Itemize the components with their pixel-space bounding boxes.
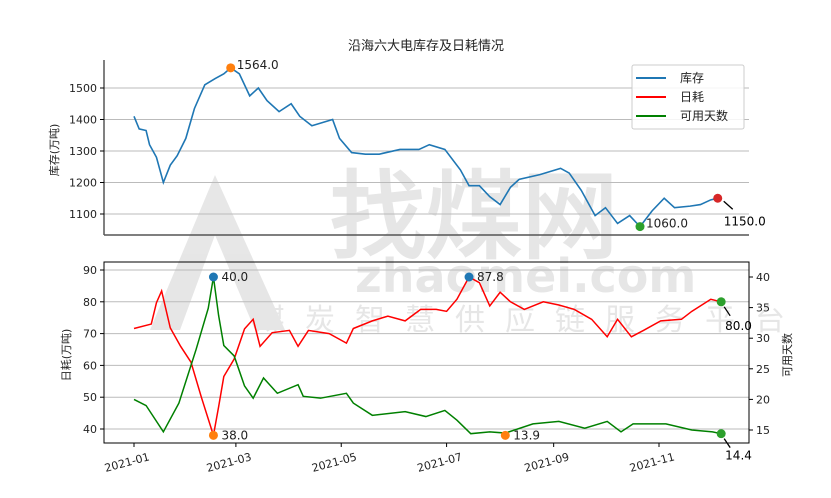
annotation-label: 13.9	[513, 428, 540, 442]
annotation-label: 38.0	[221, 428, 248, 442]
y2-tick-label: 40	[756, 271, 770, 284]
legend-label: 库存	[680, 70, 704, 85]
annotation-marker	[500, 430, 510, 440]
y-axis-label: 库存(万吨)	[47, 124, 61, 177]
annotation-marker	[226, 63, 236, 73]
annotation-marker	[713, 193, 723, 203]
x-tick-label: 2021-01	[103, 450, 151, 474]
y-tick-label: 1100	[69, 208, 97, 221]
annotation-label: 1564.0	[237, 58, 279, 72]
chart-title: 沿海六大电库存及日耗情况	[348, 38, 504, 54]
watermark-logo-text: 找煤网	[330, 161, 618, 273]
annotation-label: 14.4	[725, 449, 752, 463]
y-tick-label: 1300	[69, 145, 97, 158]
annotation-marker	[635, 222, 645, 232]
legend-label: 可用天数	[680, 108, 728, 123]
x-tick-label: 2021-07	[416, 450, 464, 474]
y2-tick-label: 35	[756, 302, 770, 315]
annotation-arrow	[723, 200, 734, 210]
y-tick-label: 60	[83, 359, 97, 372]
annotation-label: 40.0	[221, 270, 248, 284]
y2-tick-label: 20	[756, 393, 770, 406]
annotation-label: 87.8	[477, 270, 504, 284]
x-tick-label: 2021-09	[523, 450, 571, 474]
annotation-arrow	[723, 306, 731, 317]
y2-tick-label: 30	[756, 332, 770, 345]
y-tick-label: 1500	[69, 82, 97, 95]
y-tick-label: 1400	[69, 114, 97, 127]
annotation-label: 1060.0	[646, 217, 688, 231]
y2-tick-label: 15	[756, 424, 770, 437]
series-line-consumption	[133, 275, 722, 436]
y-tick-label: 50	[83, 391, 97, 404]
legend-label: 日耗	[680, 90, 704, 104]
watermark-logo-mark	[150, 175, 285, 330]
annotation-marker	[716, 429, 726, 439]
y-axis-label: 日耗(万吨)	[60, 329, 73, 382]
annotation-marker	[716, 297, 726, 307]
series-line-inventory	[133, 66, 718, 228]
inventory-axes: 1100 1200 1300 1400 1500 库存(万吨) 1564.0 1060.0 11…	[47, 58, 766, 236]
x-tick-label: 2021-05	[310, 450, 358, 474]
legend-box	[631, 64, 745, 130]
x-tick-label: 2021-03	[205, 450, 253, 474]
y2-axis-label: 可用天数	[781, 333, 794, 377]
annotation-marker	[208, 430, 218, 440]
y-tick-label: 1200	[69, 177, 97, 190]
y-tick-label: 70	[83, 328, 97, 341]
watermark-slogan: 煤炭智慧供应链服务平台	[255, 303, 805, 338]
watermark: 找煤网 zhaomei.com 煤炭智慧供应链服务平台	[150, 161, 805, 338]
y-tick-label: 80	[83, 296, 97, 309]
watermark-site: zhaomei.com	[355, 249, 696, 303]
axes-frame	[103, 261, 750, 444]
x-tick-label: 2021-11	[628, 450, 676, 474]
annotation-arrow	[723, 438, 731, 449]
annotation-marker	[208, 272, 218, 282]
annotation-marker	[464, 272, 474, 282]
y2-tick-label: 25	[756, 363, 770, 376]
annotation-label: 1150.0	[724, 214, 766, 228]
annotation-label: 80.0	[725, 319, 752, 333]
y-tick-label: 90	[83, 264, 97, 277]
y-tick-label: 40	[83, 423, 97, 436]
